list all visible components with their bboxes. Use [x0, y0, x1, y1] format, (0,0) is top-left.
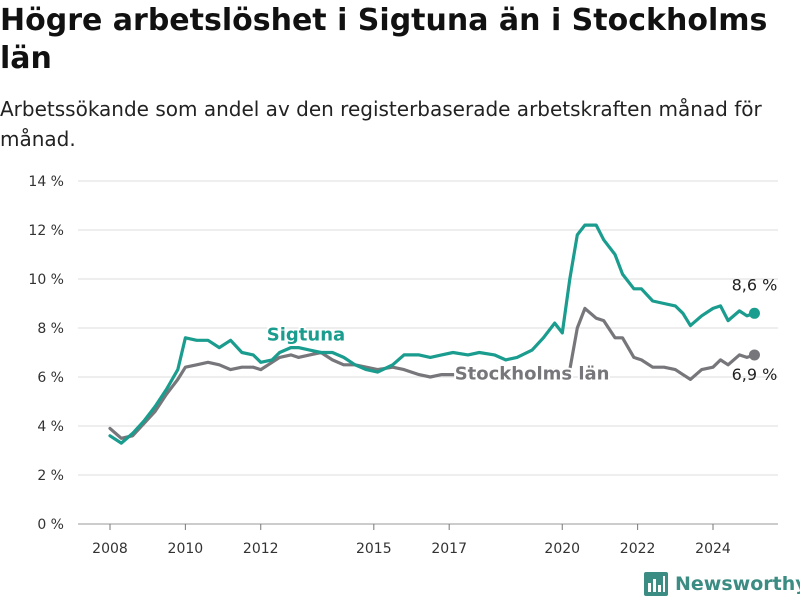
y-tick-label: 10 % — [28, 272, 64, 288]
series-lines — [108, 223, 760, 445]
y-tick-label: 6 % — [37, 370, 64, 386]
series-end-point — [748, 349, 760, 361]
end-value-label: 8,6 % — [732, 275, 778, 294]
series-line-stockholms-län — [108, 306, 757, 440]
y-tick-label: 8 % — [37, 321, 64, 337]
series-name-label: Stockholms län — [455, 363, 610, 384]
y-tick-label: 14 % — [28, 174, 64, 190]
x-tick-label: 2024 — [695, 541, 731, 557]
end-value-label: 6,9 % — [732, 365, 778, 384]
x-tick-label: 2022 — [620, 541, 656, 557]
y-tick-label: 2 % — [37, 468, 64, 484]
brand-name: Newsworthy — [675, 573, 800, 595]
y-axis: 0 % 2 % 4 % 6 % 8 % 10 % 12 % 14 % — [28, 174, 64, 533]
chart-subtitle: Arbetssökande som andel av den registerb… — [0, 97, 762, 151]
series-end-point — [748, 307, 760, 319]
bar-chart-logo-icon — [644, 572, 668, 596]
newsworthy-logo[interactable]: Newsworthy — [643, 570, 800, 598]
x-tick-label: 2012 — [243, 541, 279, 557]
x-tick-label: 2010 — [168, 541, 204, 557]
x-axis: 2008 2010 2012 2015 2017 2020 2022 2024 — [78, 523, 778, 557]
series-name-label: Sigtuna — [267, 324, 345, 345]
y-tick-label: 4 % — [37, 419, 64, 435]
x-tick-label: 2008 — [92, 541, 128, 557]
x-tick-label: 2017 — [431, 541, 467, 557]
x-tick-label: 2015 — [356, 541, 392, 557]
y-tick-label: 12 % — [28, 223, 64, 239]
y-tick-label: 0 % — [37, 517, 64, 533]
series-labels: 8,6 % 6,9 % Sigtuna Stockholms län — [265, 275, 778, 386]
x-tick-label: 2020 — [544, 541, 580, 557]
chart-title: Högre arbetslöshet i Sigtuna än i Stockh… — [0, 3, 768, 76]
series-line-sigtuna — [108, 223, 757, 445]
